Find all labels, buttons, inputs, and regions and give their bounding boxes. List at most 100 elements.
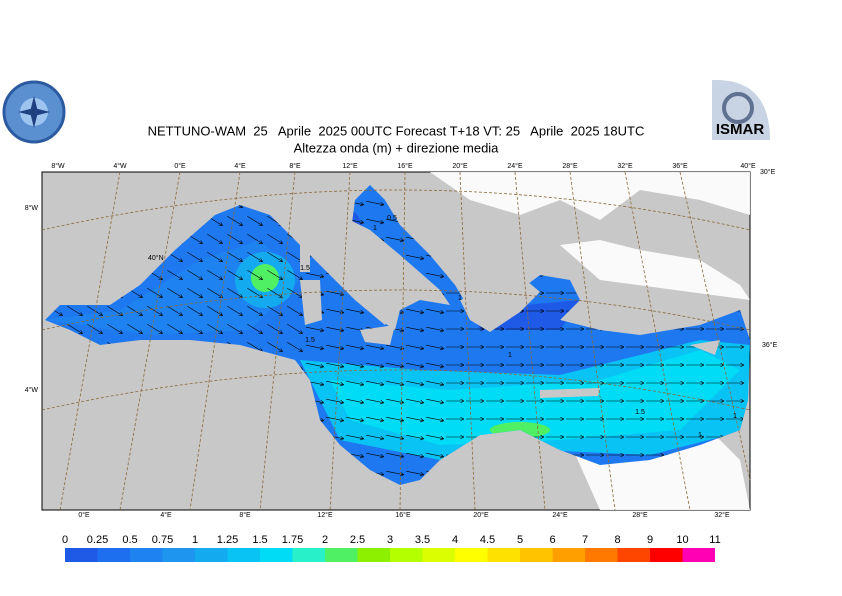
lon-label: 36°E — [672, 162, 688, 170]
contour-label: 1.5 — [300, 265, 310, 272]
direction-arrow — [406, 344, 425, 351]
direction-arrow — [406, 470, 425, 477]
direction-arrow — [267, 342, 283, 353]
direction-arrow — [207, 252, 223, 263]
direction-arrow — [227, 270, 243, 281]
direction-arrow — [526, 380, 545, 386]
direction-arrow — [306, 362, 325, 369]
colorbar-label: 11 — [709, 534, 720, 546]
direction-arrow — [446, 308, 465, 314]
lon-label: 20°E — [473, 511, 489, 519]
direction-arrow — [187, 252, 203, 263]
direction-arrow — [606, 434, 625, 440]
direction-arrow — [446, 380, 465, 386]
direction-arrow — [466, 326, 485, 332]
direction-arrow — [267, 270, 283, 281]
direction-arrow — [446, 434, 465, 440]
direction-arrow — [67, 306, 83, 317]
colorbar-label: 6 — [549, 534, 555, 546]
direction-arrow — [227, 324, 243, 335]
direction-arrow — [666, 398, 685, 404]
colorbar-bin — [520, 548, 553, 562]
colorbar-bin — [292, 548, 325, 562]
direction-arrow — [566, 362, 585, 368]
direction-arrow — [626, 398, 645, 404]
direction-arrow — [406, 398, 425, 405]
contour-label: 1.5 — [305, 337, 315, 344]
title: NETTUNO-WAM 25 Aprile 2025 00UTC Forecas… — [148, 123, 645, 138]
direction-arrow — [706, 380, 725, 386]
contour-label: 0.5 — [387, 215, 397, 222]
lon-label: 24°E — [507, 162, 523, 170]
direction-arrow — [546, 362, 565, 368]
direction-arrow — [366, 416, 385, 423]
colorbar-bin — [585, 548, 618, 562]
lon-label: 4°E — [160, 511, 172, 519]
direction-arrow — [606, 344, 625, 350]
direction-arrow — [606, 398, 625, 404]
direction-arrow — [227, 234, 243, 245]
direction-arrow — [426, 326, 445, 333]
direction-arrow — [366, 344, 385, 351]
direction-arrow — [87, 324, 103, 335]
direction-arrow — [646, 398, 665, 404]
contour-label: 1.5 — [635, 409, 645, 416]
direction-arrow — [546, 344, 565, 350]
direction-arrow — [287, 342, 303, 353]
colorbar-bin — [617, 548, 650, 562]
lon-label: 8°E — [289, 162, 301, 170]
direction-arrow — [446, 344, 465, 350]
direction-arrow — [386, 236, 405, 243]
colorbar-label: 2 — [322, 534, 328, 546]
direction-arrow — [187, 324, 203, 335]
direction-arrow — [167, 306, 183, 317]
colorbar-label: 10 — [676, 534, 688, 546]
direction-arrow — [646, 452, 665, 458]
colorbar-label: 2.5 — [350, 534, 365, 546]
colorbar-bin — [455, 548, 488, 562]
direction-arrow — [287, 270, 303, 281]
direction-arrow — [406, 326, 425, 333]
direction-arrow — [207, 324, 223, 335]
direction-arrow — [506, 344, 525, 350]
direction-arrow — [147, 324, 163, 335]
direction-arrow — [247, 324, 263, 335]
direction-arrow — [506, 416, 525, 422]
colorbar-bin — [650, 548, 683, 562]
direction-arrow — [486, 398, 505, 404]
direction-arrow — [506, 380, 525, 386]
direction-arrow — [686, 362, 705, 368]
colorbar-label: 0.75 — [152, 534, 173, 546]
direction-arrow — [326, 380, 345, 387]
direction-arrow — [626, 416, 645, 422]
direction-arrow — [466, 362, 485, 368]
direction-arrow — [127, 306, 143, 317]
direction-arrow — [306, 272, 325, 279]
direction-arrow — [346, 434, 365, 441]
colorbar-label: 0 — [62, 534, 68, 546]
map — [41, 171, 751, 511]
direction-arrow — [287, 306, 303, 317]
direction-arrow — [127, 324, 143, 335]
subtitle: Altezza onda (m) + direzione media — [294, 140, 500, 155]
direction-arrow — [726, 362, 745, 368]
contour-label: 1 — [698, 432, 702, 439]
direction-arrow — [346, 398, 365, 405]
direction-arrow — [446, 326, 465, 332]
direction-arrow — [326, 344, 345, 351]
direction-arrow — [726, 344, 745, 350]
direction-arrow — [546, 290, 565, 296]
direction-arrow — [686, 416, 705, 422]
lon-label: 8°W — [51, 162, 65, 170]
direction-arrow — [167, 270, 183, 281]
direction-arrow — [606, 416, 625, 422]
direction-arrow — [426, 362, 445, 369]
direction-arrow — [546, 308, 565, 314]
direction-arrow — [666, 434, 685, 440]
direction-arrow — [586, 452, 605, 458]
direction-arrow — [426, 380, 445, 387]
direction-arrow — [346, 362, 365, 369]
direction-arrow — [247, 216, 263, 227]
lat-label: 4°W — [25, 386, 39, 394]
